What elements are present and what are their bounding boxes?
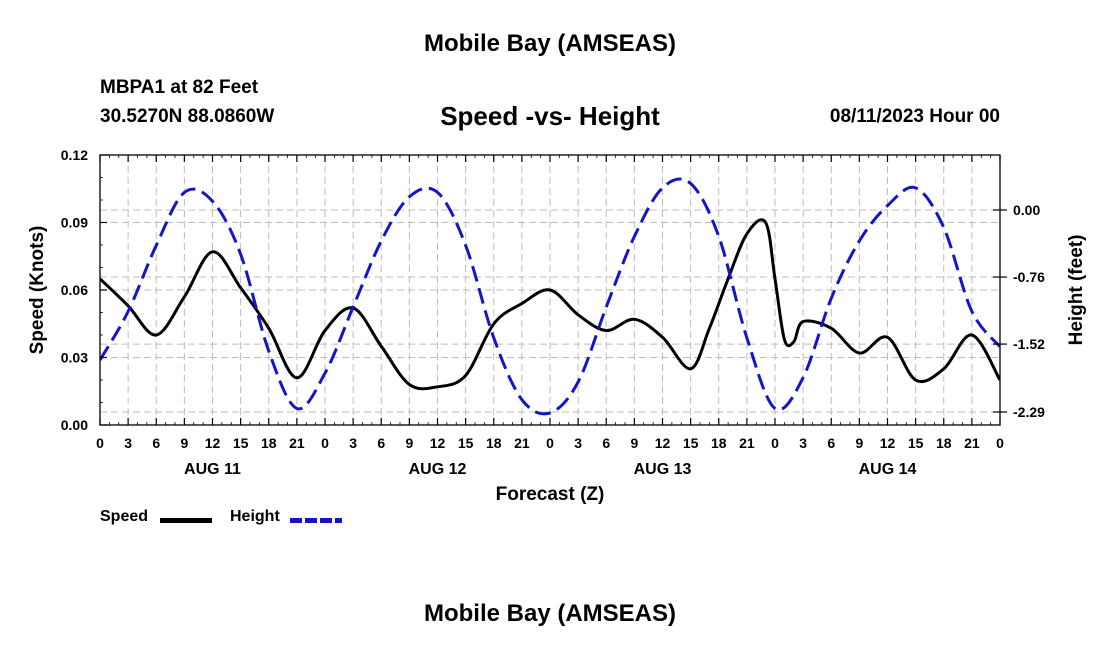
x-tick-label: 12 [880,435,896,451]
x-tick-label: 6 [152,435,160,451]
x-tick-label: 3 [349,435,357,451]
x-tick-label: 21 [964,435,980,451]
axis-ticks [99,154,1007,426]
y2-tick-label: -2.29 [1013,404,1045,420]
x-tick-label: 12 [655,435,671,451]
x-tick-label: 12 [205,435,221,451]
x-tick-label: 0 [996,435,1004,451]
x-tick-label: 0 [546,435,554,451]
x-tick-label: 9 [855,435,863,451]
height-series-line [100,177,1000,416]
legend-speed-label: Speed [100,508,149,525]
x-tick-label: 21 [289,435,305,451]
y2-tick-label: -0.76 [1013,269,1045,285]
chart-title: Speed -vs- Height [440,101,660,131]
axis-labels: 0 3 6 9 12 15 18 21 0 3 6 9 12 15 18 21 0 3 6 9 12 15 18 21 0 3 6 9… [27,147,1087,505]
forecast-datetime: 08/11/2023 Hour 00 [829,106,1000,127]
y-axis-title: Speed (Knots) [27,226,48,355]
x-tick-label: 0 [96,435,104,451]
main-title: Mobile Bay (AMSEAS) [423,30,677,57]
x-tick-label: 3 [574,435,582,451]
x-tick-label: 15 [458,435,474,451]
speed-series-line [100,218,1000,391]
x-tick-label: 18 [711,435,727,451]
x-tick-label: 18 [486,435,502,451]
y-tick-label: 0.09 [61,215,88,231]
station-label: MBPA1 at 82 Feet [100,77,259,98]
x-tick-label: 0 [771,435,779,451]
speed-height-chart: 0 3 6 9 12 15 18 21 0 3 6 9 12 15 18 21 0 3 6 9 12 15 18 21 0 3 6 9… [27,147,1087,505]
y-tick-label: 0.06 [61,282,88,298]
legend-speed-swatch [160,518,212,523]
x-tick-label: 12 [430,435,446,451]
day-label: AUG 13 [634,461,692,478]
y2-tick-label: 0.00 [1013,202,1040,218]
x-tick-label: 15 [683,435,699,451]
coordinates-label: 30.5270N 88.0860W [100,106,275,127]
x-tick-label: 9 [405,435,413,451]
grid-lines [100,155,1000,425]
legend-height-swatch [290,518,342,523]
y-tick-label: 0.03 [61,350,88,366]
day-label: AUG 11 [184,461,241,478]
series-lines [100,177,1000,416]
x-tick-label: 3 [124,435,132,451]
y-tick-label: 0.12 [61,147,88,163]
x-tick-label: 6 [377,435,385,451]
x-tick-label: 9 [630,435,638,451]
x-tick-label: 0 [321,435,329,451]
x-tick-label: 18 [261,435,277,451]
x-tick-label: 6 [602,435,610,451]
legend-height-label: Height [230,508,280,525]
y-tick-label: 0.00 [61,417,88,433]
day-label: AUG 12 [409,461,467,478]
x-tick-label: 3 [799,435,807,451]
y2-tick-label: -1.52 [1013,336,1045,352]
x-tick-label: 21 [739,435,755,451]
footer-title: Mobile Bay (AMSEAS) [423,600,677,627]
x-axis-title: Forecast (Z) [496,484,605,505]
x-tick-label: 21 [514,435,530,451]
x-tick-label: 9 [180,435,188,451]
day-label: AUG 14 [859,461,917,478]
x-tick-label: 15 [908,435,924,451]
x-tick-label: 18 [936,435,952,451]
x-tick-label: 6 [827,435,835,451]
y2-axis-title: Height (feet) [1066,235,1087,346]
x-tick-label: 15 [233,435,249,451]
